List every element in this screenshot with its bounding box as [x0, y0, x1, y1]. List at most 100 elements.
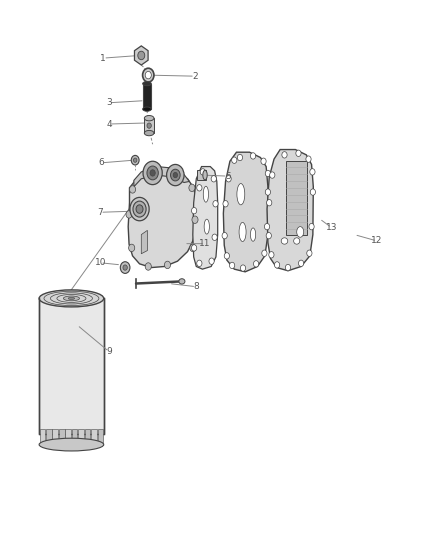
- Circle shape: [211, 175, 216, 182]
- Bar: [53, 429, 58, 445]
- Circle shape: [265, 223, 270, 230]
- Circle shape: [269, 252, 274, 258]
- Circle shape: [123, 265, 127, 270]
- Circle shape: [306, 156, 311, 163]
- Ellipse shape: [64, 296, 80, 301]
- Circle shape: [145, 71, 151, 79]
- Ellipse shape: [68, 297, 74, 300]
- Circle shape: [296, 150, 301, 157]
- Ellipse shape: [237, 183, 245, 205]
- Ellipse shape: [251, 228, 256, 241]
- Bar: [59, 429, 64, 445]
- Circle shape: [224, 253, 230, 259]
- Text: 12: 12: [371, 237, 383, 246]
- Circle shape: [130, 197, 149, 221]
- Ellipse shape: [297, 227, 304, 237]
- Ellipse shape: [39, 290, 104, 307]
- Circle shape: [282, 152, 287, 158]
- Ellipse shape: [39, 438, 104, 451]
- Bar: [91, 429, 97, 445]
- Circle shape: [190, 244, 196, 252]
- Circle shape: [254, 261, 259, 267]
- Circle shape: [267, 199, 272, 206]
- Text: 3: 3: [106, 98, 112, 107]
- Polygon shape: [143, 84, 151, 109]
- Circle shape: [126, 211, 132, 218]
- Circle shape: [134, 158, 137, 163]
- Circle shape: [213, 200, 218, 207]
- Circle shape: [307, 250, 312, 256]
- Polygon shape: [223, 152, 268, 272]
- Circle shape: [147, 123, 151, 128]
- Text: 9: 9: [106, 347, 112, 356]
- Polygon shape: [141, 230, 148, 254]
- Bar: [85, 429, 90, 445]
- Circle shape: [251, 153, 256, 159]
- Bar: [286, 161, 307, 235]
- Circle shape: [262, 250, 267, 256]
- Ellipse shape: [145, 131, 154, 136]
- Polygon shape: [134, 46, 148, 65]
- Ellipse shape: [203, 186, 208, 202]
- Circle shape: [197, 184, 202, 191]
- Circle shape: [173, 172, 177, 177]
- Circle shape: [209, 258, 214, 264]
- Bar: [46, 429, 52, 445]
- Circle shape: [240, 265, 246, 271]
- Circle shape: [197, 260, 202, 266]
- Ellipse shape: [281, 238, 288, 244]
- Circle shape: [170, 169, 180, 181]
- Ellipse shape: [204, 219, 209, 234]
- Ellipse shape: [143, 82, 151, 86]
- Circle shape: [138, 51, 145, 60]
- Circle shape: [189, 184, 195, 191]
- Circle shape: [286, 264, 290, 271]
- Circle shape: [143, 161, 162, 184]
- Polygon shape: [128, 169, 196, 268]
- Text: 2: 2: [192, 71, 198, 80]
- Circle shape: [143, 68, 154, 82]
- Circle shape: [120, 262, 130, 273]
- Bar: [72, 429, 78, 445]
- Circle shape: [130, 185, 136, 193]
- Polygon shape: [267, 150, 313, 271]
- Circle shape: [147, 166, 158, 180]
- Polygon shape: [145, 118, 154, 133]
- Text: 6: 6: [98, 158, 104, 167]
- Circle shape: [223, 200, 228, 207]
- Circle shape: [275, 262, 280, 268]
- Ellipse shape: [203, 170, 207, 180]
- Circle shape: [232, 157, 237, 164]
- Ellipse shape: [293, 238, 300, 244]
- Ellipse shape: [179, 279, 185, 284]
- Circle shape: [310, 189, 315, 195]
- FancyBboxPatch shape: [197, 170, 206, 180]
- Bar: [65, 429, 71, 445]
- Circle shape: [298, 260, 304, 266]
- Circle shape: [310, 168, 315, 175]
- Circle shape: [222, 232, 227, 239]
- Polygon shape: [193, 166, 218, 269]
- Circle shape: [166, 165, 184, 185]
- Bar: [39, 429, 45, 445]
- Ellipse shape: [239, 222, 246, 241]
- Circle shape: [145, 263, 151, 270]
- Text: 4: 4: [106, 119, 112, 128]
- Circle shape: [136, 205, 143, 213]
- Circle shape: [150, 169, 155, 176]
- Circle shape: [191, 207, 197, 214]
- Text: 7: 7: [97, 208, 103, 217]
- Circle shape: [265, 170, 271, 176]
- Bar: [98, 429, 103, 445]
- Bar: [78, 429, 84, 445]
- Circle shape: [265, 189, 271, 195]
- Text: 1: 1: [100, 54, 106, 62]
- Circle shape: [266, 232, 272, 239]
- Circle shape: [192, 216, 198, 223]
- Text: 13: 13: [326, 223, 337, 232]
- Text: 8: 8: [194, 282, 199, 291]
- Circle shape: [226, 175, 231, 182]
- Circle shape: [230, 262, 235, 269]
- Ellipse shape: [143, 107, 151, 111]
- Circle shape: [200, 168, 205, 175]
